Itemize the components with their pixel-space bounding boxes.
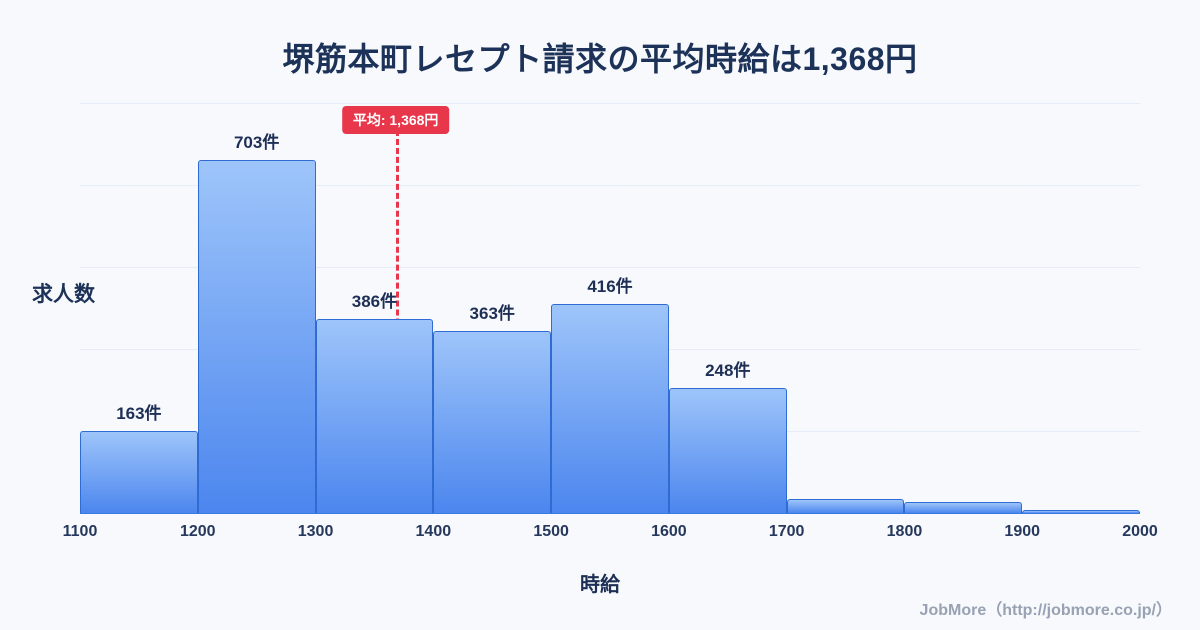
histogram-bar [80, 431, 198, 513]
histogram-bar [551, 304, 669, 513]
bar-value-label: 248件 [705, 361, 751, 381]
bar-value-label: 363件 [469, 303, 515, 323]
x-axis-line [80, 512, 1140, 514]
x-axis-title: 時給 [580, 574, 620, 596]
x-tick-label: 1200 [179, 523, 216, 540]
y-axis-label: 求人数 [32, 283, 95, 306]
footer-credit: JobMore（http://jobmore.co.jp/） [919, 602, 1172, 619]
x-tick-label: 1800 [886, 523, 923, 540]
histogram-bar [668, 388, 787, 513]
histogram-bar [433, 330, 552, 513]
x-tick-label: 1500 [533, 523, 569, 540]
bar-value-label: 416件 [587, 277, 633, 297]
histogram-bar [197, 160, 316, 513]
x-tick-label: 1300 [297, 523, 334, 540]
x-tick-label: 1900 [1004, 523, 1041, 540]
bar-value-label: 386件 [351, 292, 398, 312]
histogram-bar [904, 501, 1023, 513]
plot-area: 163件 703件 386件 363件 416件 248件 [80, 100, 1140, 514]
x-tick-label: 1600 [651, 523, 687, 540]
histogram-bar [1022, 510, 1140, 513]
chart-title: 堺筋本町レセプト請求の平均時給は1,368円 [282, 41, 918, 77]
x-tick-label: 1700 [768, 523, 805, 540]
x-tick-label: 2000 [1122, 523, 1158, 540]
histogram-bar [315, 319, 434, 513]
x-tick-label: 1100 [62, 523, 98, 540]
bar-value-label: 163件 [116, 404, 162, 424]
average-badge: 平均: 1,368円 [341, 106, 450, 134]
histogram-bar [786, 498, 905, 513]
x-tick-label: 1400 [415, 523, 452, 540]
bar-value-label: 703件 [233, 133, 280, 152]
